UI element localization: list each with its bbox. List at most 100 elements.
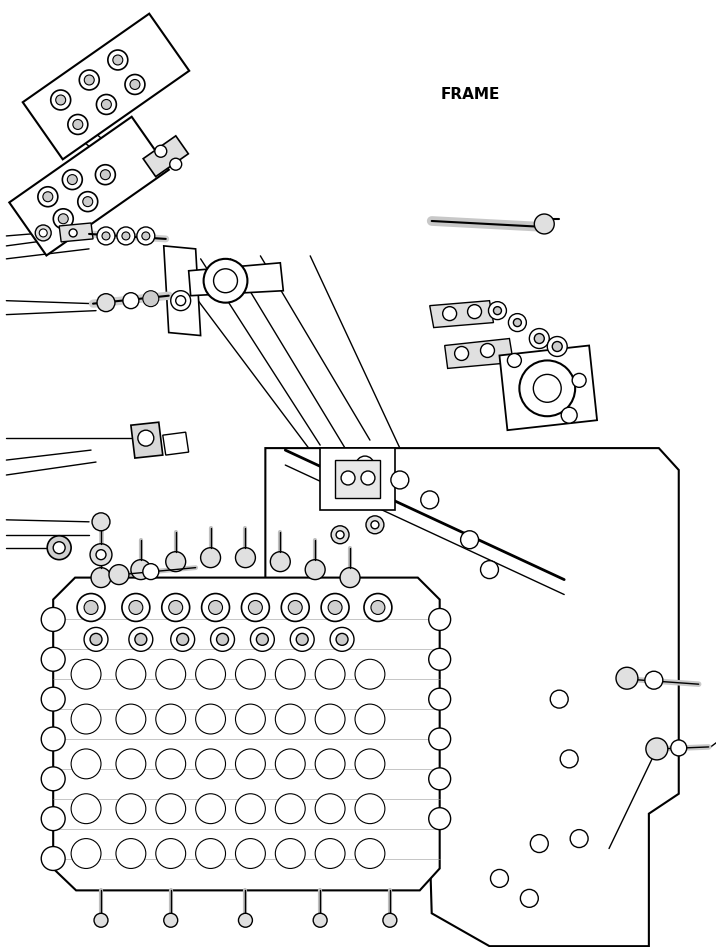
Circle shape	[355, 704, 385, 734]
Circle shape	[47, 536, 71, 560]
Polygon shape	[320, 448, 395, 510]
Circle shape	[460, 530, 478, 549]
Circle shape	[171, 627, 194, 651]
Circle shape	[371, 601, 385, 614]
Polygon shape	[163, 246, 201, 336]
Circle shape	[143, 564, 158, 580]
Circle shape	[176, 296, 186, 306]
Circle shape	[42, 807, 65, 830]
Circle shape	[196, 793, 226, 824]
Circle shape	[315, 839, 345, 868]
Circle shape	[170, 158, 181, 170]
Circle shape	[513, 319, 521, 326]
Circle shape	[96, 549, 106, 560]
Circle shape	[91, 568, 111, 587]
Circle shape	[53, 542, 65, 553]
Circle shape	[671, 740, 687, 756]
Circle shape	[122, 593, 150, 622]
Circle shape	[171, 290, 191, 310]
Circle shape	[508, 353, 521, 367]
Circle shape	[196, 704, 226, 734]
Circle shape	[71, 839, 101, 868]
Circle shape	[364, 593, 392, 622]
Circle shape	[429, 728, 451, 750]
Circle shape	[296, 633, 308, 645]
Circle shape	[383, 913, 397, 927]
Circle shape	[391, 471, 409, 489]
Circle shape	[108, 50, 128, 70]
Circle shape	[42, 767, 65, 791]
Circle shape	[156, 660, 186, 689]
Circle shape	[534, 214, 554, 234]
Circle shape	[116, 749, 146, 779]
Circle shape	[196, 749, 226, 779]
Circle shape	[330, 627, 354, 651]
Text: FRAME: FRAME	[441, 87, 500, 102]
Circle shape	[429, 608, 451, 630]
Circle shape	[42, 687, 65, 711]
Circle shape	[69, 229, 77, 237]
Circle shape	[313, 913, 327, 927]
Circle shape	[204, 259, 247, 303]
Circle shape	[288, 601, 303, 614]
Circle shape	[340, 568, 360, 587]
Circle shape	[80, 70, 99, 90]
Circle shape	[51, 90, 71, 110]
Polygon shape	[60, 223, 93, 242]
Circle shape	[355, 793, 385, 824]
Circle shape	[519, 361, 575, 417]
Circle shape	[97, 293, 115, 311]
Circle shape	[521, 889, 538, 907]
Circle shape	[162, 593, 190, 622]
Circle shape	[109, 565, 129, 585]
Circle shape	[67, 175, 77, 184]
Circle shape	[547, 337, 567, 357]
Circle shape	[39, 229, 47, 237]
Circle shape	[455, 346, 469, 361]
Circle shape	[560, 750, 578, 768]
Circle shape	[130, 80, 140, 89]
Circle shape	[467, 305, 482, 319]
Circle shape	[43, 192, 53, 202]
Circle shape	[42, 727, 65, 751]
Circle shape	[58, 214, 68, 224]
Circle shape	[135, 633, 147, 645]
Circle shape	[156, 839, 186, 868]
Circle shape	[101, 100, 111, 109]
Circle shape	[534, 333, 544, 344]
Circle shape	[77, 593, 105, 622]
Circle shape	[645, 671, 663, 689]
Circle shape	[166, 551, 186, 571]
Circle shape	[113, 55, 123, 65]
Polygon shape	[23, 13, 189, 159]
Circle shape	[116, 704, 146, 734]
Circle shape	[95, 165, 115, 185]
Circle shape	[533, 375, 561, 402]
Circle shape	[168, 601, 183, 614]
Circle shape	[315, 660, 345, 689]
Circle shape	[315, 704, 345, 734]
Circle shape	[201, 548, 221, 568]
Circle shape	[248, 601, 262, 614]
Circle shape	[371, 521, 379, 529]
Polygon shape	[335, 460, 380, 498]
Circle shape	[616, 667, 638, 689]
Circle shape	[125, 75, 145, 95]
Circle shape	[275, 839, 305, 868]
Polygon shape	[265, 448, 679, 946]
Circle shape	[235, 839, 265, 868]
Polygon shape	[163, 432, 189, 456]
Circle shape	[176, 633, 189, 645]
Circle shape	[331, 526, 349, 544]
Circle shape	[116, 660, 146, 689]
Circle shape	[275, 704, 305, 734]
Circle shape	[211, 627, 234, 651]
Circle shape	[508, 313, 526, 331]
Circle shape	[235, 704, 265, 734]
Circle shape	[493, 307, 501, 315]
Circle shape	[275, 749, 305, 779]
Circle shape	[552, 342, 562, 351]
Circle shape	[97, 227, 115, 245]
Circle shape	[163, 913, 178, 927]
Circle shape	[480, 561, 498, 579]
